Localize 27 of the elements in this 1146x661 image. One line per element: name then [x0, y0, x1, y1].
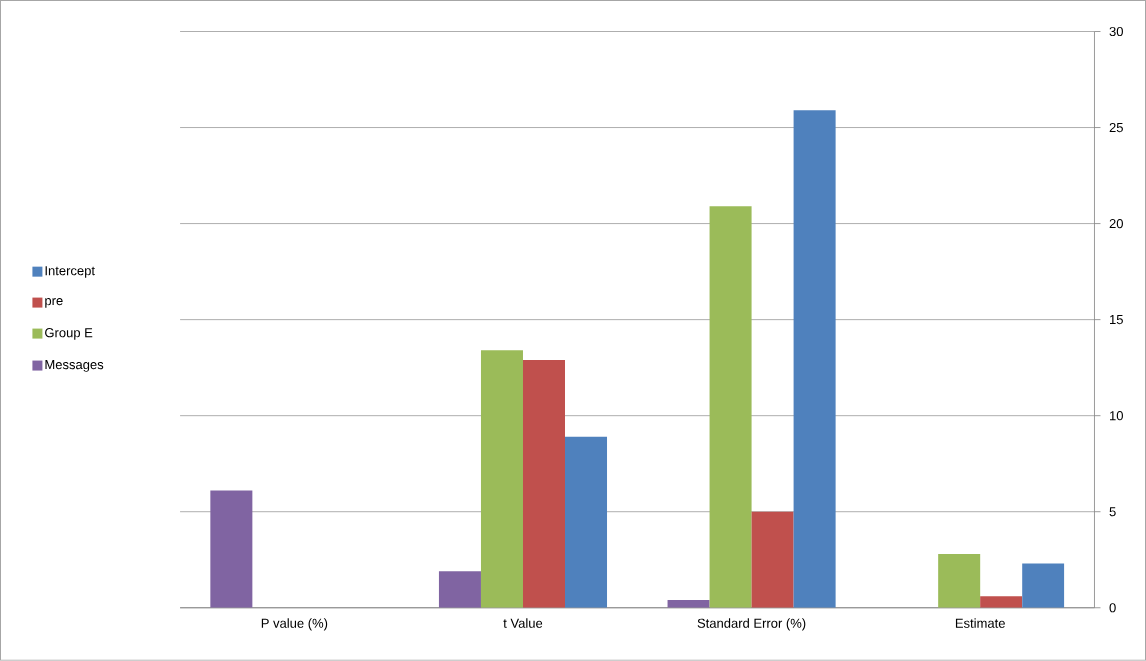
legend-label: Messages: [45, 360, 104, 372]
bar: [1022, 563, 1065, 608]
bar: [210, 490, 253, 608]
y-tick-label: 10: [1110, 411, 1123, 421]
legend-label: Intercept: [45, 266, 95, 278]
bar: [751, 511, 794, 608]
y-tick-label: 0: [1109, 603, 1116, 613]
bar: [480, 350, 523, 608]
x-tick-label: t Value: [503, 618, 543, 628]
y-tick-label: 30: [1109, 27, 1123, 37]
y-tick-label: 25: [1109, 123, 1123, 133]
x-tick-label: Estimate: [955, 618, 1005, 628]
bar: [938, 554, 981, 608]
bar: [522, 360, 565, 608]
bar: [793, 110, 836, 608]
x-tick-label: P value (%): [261, 618, 328, 631]
y-tick-label: 15: [1110, 315, 1123, 325]
x-tick-label: Standard Error (%): [697, 618, 806, 631]
legend-label: Group E: [45, 328, 93, 340]
bar: [980, 596, 1023, 608]
y-tick-label: 5: [1109, 507, 1116, 517]
bar: [565, 436, 608, 608]
bar: [709, 206, 752, 608]
bar: [667, 600, 710, 608]
y-tick-label: 20: [1109, 219, 1123, 229]
bar: [438, 571, 481, 608]
legend-label: pre: [45, 298, 63, 308]
